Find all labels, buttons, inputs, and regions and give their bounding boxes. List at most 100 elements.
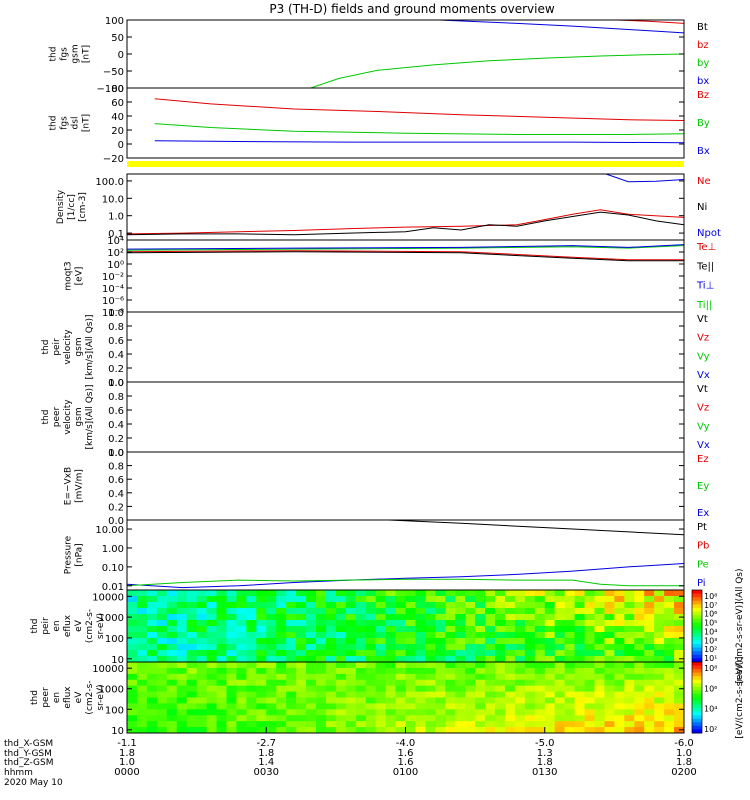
spectrogram-cell <box>296 608 307 615</box>
spectrogram-cell <box>276 709 287 716</box>
spectrogram-cell <box>475 673 486 681</box>
spectrogram-cell <box>335 721 347 728</box>
y-tick-label: 1000 <box>99 613 124 624</box>
spectrogram-cell <box>166 662 178 669</box>
spectrogram-cell <box>455 697 466 705</box>
spectrogram-cell <box>624 596 635 603</box>
spectrogram-cell <box>186 650 198 657</box>
spectrogram-cell <box>286 590 297 597</box>
spectrogram-cell <box>246 673 257 681</box>
spectrogram-cell <box>355 662 367 669</box>
spectrogram-cell <box>634 685 645 693</box>
spectrogram-cell <box>256 656 267 662</box>
legend-entry: Vz <box>697 403 709 414</box>
colorbar-swatch <box>692 686 702 691</box>
y-tick-label: 1.00 <box>102 544 124 555</box>
spectrogram-cell <box>156 590 168 597</box>
spectrogram-cell <box>405 596 417 603</box>
spectrogram-cell <box>594 602 606 609</box>
footer-value: 1.8 <box>258 748 274 759</box>
spectrogram-cell <box>236 715 247 722</box>
spectrogram-cell <box>166 626 178 633</box>
legend-entry: Ni <box>697 202 707 213</box>
series-line <box>127 244 684 250</box>
spectrogram-cell <box>564 608 576 615</box>
spectrogram-cell <box>335 590 347 597</box>
spectrogram-cell <box>246 715 257 722</box>
spectrogram-cell <box>604 650 615 657</box>
spectrogram-cell <box>544 614 556 621</box>
spectrogram-cell <box>644 650 655 657</box>
spectrogram-cell <box>495 679 506 687</box>
spectrogram-cell <box>405 703 417 710</box>
spectrogram-cell <box>524 691 536 699</box>
spectrogram-cell <box>614 703 625 710</box>
spectrogram-cell <box>166 656 178 662</box>
spectrogram-cell <box>276 697 287 705</box>
spectrogram-cell <box>216 709 228 716</box>
spectrogram-cell <box>534 691 546 699</box>
spectrogram-cell <box>365 709 377 716</box>
spectrogram-cell <box>514 662 526 669</box>
spectrogram-cell <box>196 650 208 657</box>
spectrogram-cell <box>495 709 506 716</box>
spectrogram-cell <box>186 662 198 669</box>
spectrogram-cell <box>206 650 218 657</box>
spectrogram-cell <box>485 709 496 716</box>
spectrogram-cell <box>475 715 486 722</box>
colorbar-swatch <box>692 658 702 663</box>
spectrogram-cell <box>445 679 456 687</box>
spectrogram-cell <box>345 691 357 699</box>
spectrogram-cell <box>485 650 496 657</box>
spectrogram-peer_eflux <box>127 662 684 733</box>
spectrogram-cell <box>256 727 267 733</box>
y-tick-label: 10⁻⁸ <box>102 308 124 319</box>
spectrogram-cell <box>136 590 148 597</box>
spectrogram-cell <box>176 727 188 733</box>
spectrogram-cell <box>365 703 377 710</box>
y-axis-label: peer <box>52 406 62 427</box>
spectrogram-cell <box>365 662 377 669</box>
spectrogram-cell <box>296 703 307 710</box>
spectrogram-cell <box>405 673 417 681</box>
spectrogram-cell <box>534 679 546 687</box>
spectrogram-cell <box>664 662 675 669</box>
spectrogram-cell <box>445 590 456 597</box>
spectrogram-cell <box>136 697 148 705</box>
spectrogram-cell <box>614 608 625 615</box>
spectrogram-cell <box>604 596 615 603</box>
spectrogram-cell <box>654 703 665 710</box>
spectrogram-cell <box>564 614 576 621</box>
spectrogram-cell <box>146 590 158 597</box>
spectrogram-cell <box>186 656 198 662</box>
spectrogram-cell <box>524 673 536 681</box>
spectrogram-cell <box>266 626 277 633</box>
y-tick-label: 1.0 <box>108 308 124 319</box>
spectrogram-cell <box>534 620 546 627</box>
spectrogram-cell <box>544 632 556 639</box>
y-tick-label: 1.0 <box>108 448 124 459</box>
spectrogram-cell <box>544 608 556 615</box>
spectrogram-cell <box>325 727 337 733</box>
spectrogram-cell <box>475 608 486 615</box>
spectrogram-cell <box>604 608 615 615</box>
spectrogram-cell <box>514 673 526 681</box>
spectrogram-cell <box>216 715 228 722</box>
y-axis-label: thd <box>41 410 51 425</box>
spectrogram-cell <box>544 662 556 669</box>
spectrogram-cell <box>495 656 506 662</box>
spectrogram-cell <box>127 691 138 699</box>
spectrogram-cell <box>315 608 327 615</box>
y-axis-label: [nPa] <box>75 543 85 566</box>
panel-frame <box>126 451 685 521</box>
spectrogram-cell <box>395 727 407 733</box>
spectrogram-cell <box>345 638 357 645</box>
spectrogram-cell <box>495 703 506 710</box>
y-tick-label: 0.4 <box>108 420 124 431</box>
spectrogram-cell <box>584 614 596 621</box>
colorbar-swatch <box>692 633 702 638</box>
spectrogram-cell <box>286 691 297 699</box>
legend-entry: Vx <box>697 440 710 451</box>
spectrogram-cell <box>325 626 337 633</box>
